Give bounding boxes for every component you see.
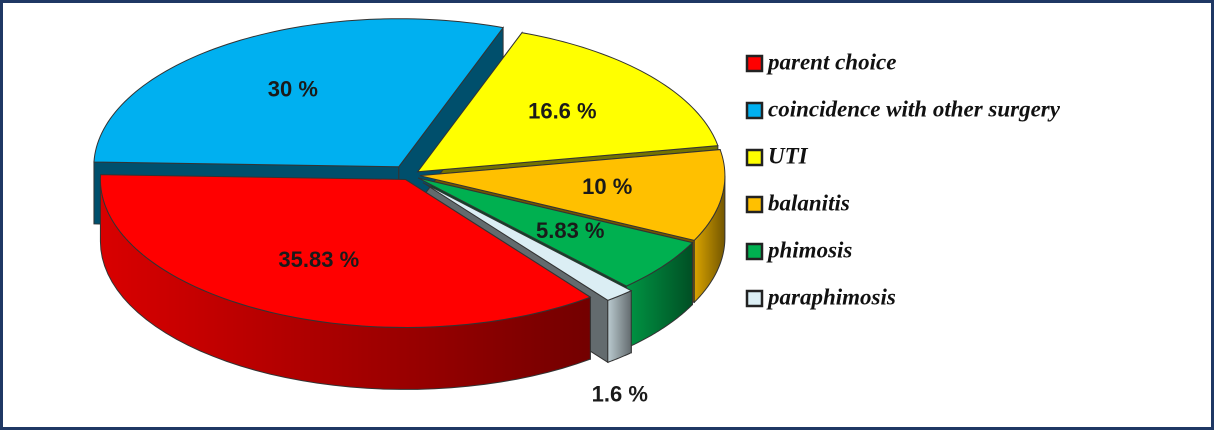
- data-label: 10 %: [582, 174, 632, 199]
- slice: [417, 177, 694, 287]
- legend-label: paraphimosis: [766, 284, 896, 309]
- legend-swatch: [745, 242, 764, 261]
- pie-tops: [93, 18, 726, 328]
- legend-swatch: [745, 289, 764, 308]
- legend-label: phimosis: [766, 237, 852, 262]
- slice: [416, 32, 719, 173]
- data-label: 35.83 %: [278, 247, 359, 272]
- legend-label: coincidence with other surgery: [768, 96, 1061, 121]
- legend-swatch: [745, 148, 764, 167]
- slice: [419, 149, 726, 241]
- slice: [422, 182, 633, 301]
- legend-swatch: [745, 101, 764, 120]
- slice: [99, 174, 592, 328]
- slice: [93, 18, 505, 168]
- data-label: 5.83 %: [536, 218, 605, 243]
- data-labels: 16.6 % 10 % 5.83 % 1.6 % 35.83 % 30 %: [268, 77, 648, 407]
- data-label: 30 %: [268, 77, 318, 102]
- legend-swatch: [745, 195, 764, 214]
- legend-label: parent choice: [766, 49, 896, 74]
- legend: parent choice coincidence with other surg…: [745, 49, 1061, 309]
- data-label: 1.6 %: [592, 381, 648, 406]
- legend-label: balanitis: [768, 190, 850, 215]
- slice-wall: [607, 289, 632, 364]
- legend-label: UTI: [768, 143, 809, 168]
- legend-swatch: [745, 54, 764, 73]
- data-label: 16.6 %: [528, 99, 597, 124]
